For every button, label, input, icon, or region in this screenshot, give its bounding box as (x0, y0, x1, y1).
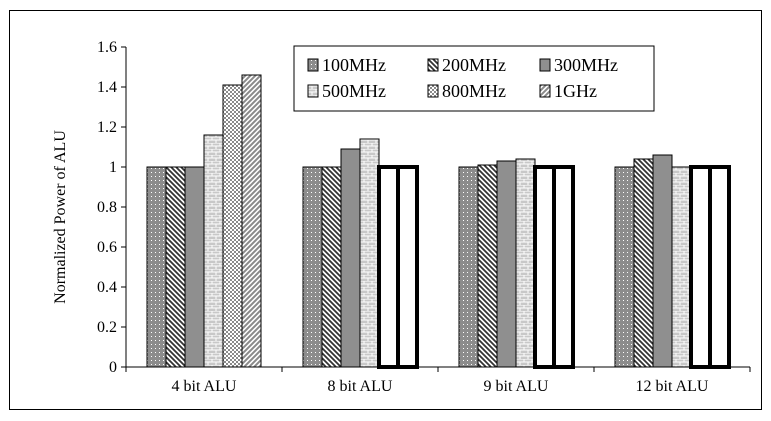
y-tick-label: 1 (109, 159, 117, 176)
bar-1ghz-1 (241, 74, 262, 368)
y-tick-label: 0.6 (97, 239, 117, 256)
y-tick-label: 0.2 (97, 319, 117, 336)
bar-100mhz-1 (146, 166, 167, 368)
bar-500mhz-3 (515, 158, 536, 368)
y-tick-label: 1.2 (97, 119, 117, 136)
bar-1ghz-3 (552, 165, 575, 369)
bar-200mhz-3 (477, 164, 498, 368)
y-ticks: 0 0.2 0.4 0.6 0.8 1 1.2 1.4 1.6 (97, 39, 126, 376)
chart-frame: Normalized Power of ALU 0 0.2 0.4 0.6 0.8 1 1.… (9, 10, 762, 410)
legend-swatch (539, 84, 551, 98)
legend-swatch (427, 84, 439, 98)
legend-label: 200MHz (442, 55, 506, 75)
bar-500mhz-4 (671, 166, 692, 368)
bar-800mhz-4 (689, 165, 712, 369)
legend-swatch (539, 58, 551, 72)
bar-100mhz-4 (614, 166, 635, 368)
x-tick-label: 8 bit ALU (328, 378, 393, 395)
legend-label: 1GHz (554, 81, 597, 101)
y-tick-label: 0 (109, 359, 117, 376)
bar-chart: Normalized Power of ALU 0 0.2 0.4 0.6 0.8 1 1.… (52, 39, 751, 395)
bar-800mhz-1 (222, 84, 243, 368)
bar-300mhz-1 (184, 166, 205, 368)
x-tick-label: 9 bit ALU (484, 378, 549, 395)
bar-200mhz-1 (165, 166, 186, 368)
y-tick-label: 0.8 (97, 199, 117, 216)
legend-label: 100MHz (322, 55, 386, 75)
legend-box (293, 45, 655, 112)
y-axis-title: Normalized Power of ALU (52, 130, 69, 304)
legend-swatch (427, 58, 439, 72)
bar-300mhz-4 (652, 154, 673, 368)
bar-200mhz-4 (633, 158, 654, 368)
legend-label: 500MHz (322, 81, 386, 101)
bar-1ghz-2 (396, 165, 419, 369)
bar-500mhz-1 (203, 134, 224, 368)
legend-label: 300MHz (554, 55, 618, 75)
bar-500mhz-2 (359, 138, 380, 368)
bar-1ghz-4 (708, 165, 731, 369)
x-tick-labels: 4 bit ALU 8 bit ALU 9 bit ALU 12 bit ALU (172, 378, 709, 395)
x-tick-label: 4 bit ALU (172, 378, 237, 395)
y-axis-title-group: Normalized Power of ALU (52, 130, 69, 304)
legend-swatch (307, 58, 319, 72)
bar-800mhz-3 (533, 165, 556, 369)
bar-200mhz-2 (321, 166, 342, 368)
bar-300mhz-3 (496, 160, 517, 368)
axes (125, 47, 751, 372)
y-tick-label: 1.6 (97, 39, 117, 56)
bars (146, 74, 731, 369)
y-tick-label: 0.4 (97, 279, 117, 296)
x-tick-label: 12 bit ALU (636, 378, 709, 395)
legend-label: 800MHz (442, 81, 506, 101)
y-tick-label: 1.4 (97, 79, 117, 96)
bar-300mhz-2 (340, 148, 361, 368)
bar-100mhz-3 (458, 166, 479, 368)
bar-100mhz-2 (302, 166, 323, 368)
bar-800mhz-2 (377, 165, 400, 369)
legend-swatch (307, 84, 319, 98)
legend: 100MHz 200MHz 300MHz 500MHz 800MHz 1GHz (293, 45, 655, 112)
